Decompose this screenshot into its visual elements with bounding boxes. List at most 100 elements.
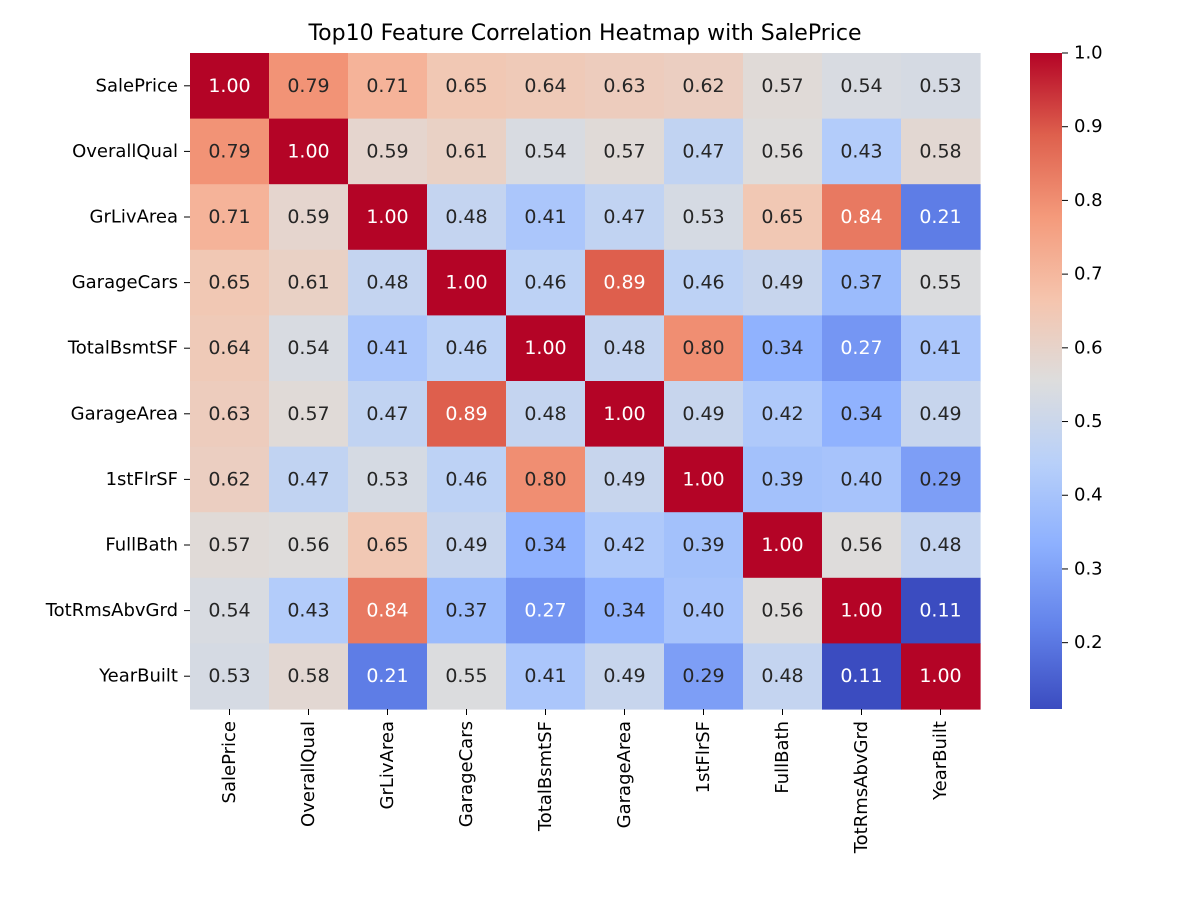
- cell-value-label: 1.00: [445, 272, 487, 294]
- cell-value-label: 0.71: [208, 206, 250, 228]
- cell-value-label: 0.64: [524, 75, 566, 97]
- cell-value-label: 0.41: [524, 665, 566, 687]
- heatmap-cell: [585, 53, 665, 120]
- x-tick-label: TotalBsmtSF: [535, 721, 556, 832]
- cell-value-label: 0.61: [445, 140, 487, 162]
- heatmap-cell: [901, 446, 981, 513]
- cell-value-label: 0.11: [840, 665, 882, 687]
- heatmap-cell: [585, 315, 665, 382]
- heatmap-cell: [822, 577, 902, 644]
- x-tick-label: GrLivArea: [377, 721, 398, 809]
- heatmap-cell: [427, 184, 507, 251]
- heatmap-cell: [822, 249, 902, 316]
- cell-value-label: 0.27: [524, 600, 566, 622]
- heatmap-cell: [190, 643, 270, 710]
- heatmap-cell: [664, 118, 744, 185]
- cell-value-label: 0.54: [287, 337, 329, 359]
- heatmap-cell: [190, 315, 270, 382]
- heatmap-cell: [427, 512, 507, 579]
- heatmap-cell: [269, 249, 349, 316]
- cell-value-label: 0.46: [524, 272, 566, 294]
- heatmap-cell: [269, 643, 349, 710]
- heatmap-cell: [190, 381, 270, 448]
- colorbar-tick-label: 0.4: [1074, 485, 1103, 506]
- heatmap-cell: [743, 446, 823, 513]
- heatmap-cell: [901, 315, 981, 382]
- cell-value-label: 0.37: [840, 272, 882, 294]
- cell-value-label: 0.65: [761, 206, 803, 228]
- y-tick-label: FullBath: [105, 535, 178, 556]
- cell-value-label: 0.40: [682, 600, 724, 622]
- cell-value-label: 0.47: [682, 140, 724, 162]
- colorbar-tick-label: 0.9: [1074, 116, 1103, 137]
- cell-value-label: 0.11: [919, 600, 961, 622]
- chart-title: Top10 Feature Correlation Heatmap with S…: [307, 21, 861, 46]
- heatmap-cell: [743, 643, 823, 710]
- cell-value-label: 0.80: [524, 468, 566, 490]
- heatmap-cell: [348, 643, 428, 710]
- cell-value-label: 0.84: [840, 206, 882, 228]
- cell-value-label: 0.63: [208, 403, 250, 425]
- cell-value-label: 0.21: [919, 206, 961, 228]
- cell-value-label: 0.47: [603, 206, 645, 228]
- cell-value-label: 0.79: [208, 140, 250, 162]
- cell-value-label: 0.29: [919, 468, 961, 490]
- cell-value-label: 0.48: [445, 206, 487, 228]
- cell-value-label: 0.57: [287, 403, 329, 425]
- y-tick-label: 1stFlrSF: [106, 469, 178, 490]
- cell-value-label: 0.57: [208, 534, 250, 556]
- heatmap-cell: [822, 118, 902, 185]
- colorbar-ticks: 0.2 0.3 0.4 0.5 0.6 0.7 0.8 0.9 1.0: [1062, 43, 1103, 653]
- heatmap-cell: [664, 184, 744, 251]
- x-axis: SalePrice OverallQual GrLivArea GarageCars T…: [219, 709, 951, 854]
- heatmap-cell: [190, 249, 270, 316]
- y-tick-label: SalePrice: [96, 75, 178, 96]
- colorbar: [1030, 53, 1062, 709]
- heatmap-cell: [269, 577, 349, 644]
- cell-value-label: 0.59: [366, 140, 408, 162]
- cell-value-label: 0.53: [682, 206, 724, 228]
- cell-value-label: 0.49: [603, 665, 645, 687]
- cell-value-label: 0.48: [919, 534, 961, 556]
- cell-value-label: 0.40: [840, 468, 882, 490]
- cell-value-label: 0.55: [445, 665, 487, 687]
- heatmap-cell: [901, 512, 981, 579]
- colorbar-tick-label: 1.0: [1074, 43, 1103, 64]
- heatmap-cell: [822, 53, 902, 120]
- x-tick-label: TotRmsAbvGrd: [851, 721, 872, 854]
- heatmap-cell: [506, 315, 586, 382]
- heatmap-cell: [901, 381, 981, 448]
- cell-value-label: 0.34: [761, 337, 803, 359]
- cell-value-label: 0.49: [445, 534, 487, 556]
- heatmap-cell: [585, 512, 665, 579]
- colorbar-tick-label: 0.8: [1074, 190, 1103, 211]
- cell-value-label: 0.64: [208, 337, 250, 359]
- cell-value-label: 0.80: [682, 337, 724, 359]
- cell-value-label: 0.56: [761, 600, 803, 622]
- cell-value-label: 0.65: [445, 75, 487, 97]
- cell-value-label: 0.62: [208, 468, 250, 490]
- cell-value-label: 0.56: [287, 534, 329, 556]
- colorbar-tick-label: 0.7: [1074, 264, 1103, 285]
- x-tick-label: YearBuilt: [930, 721, 951, 801]
- cell-value-label: 0.54: [840, 75, 882, 97]
- colorbar-gradient: [1030, 53, 1062, 709]
- cell-value-label: 0.61: [287, 272, 329, 294]
- heatmap-cell: [348, 184, 428, 251]
- heatmap-cell: [506, 184, 586, 251]
- y-axis: SalePrice OverallQual GrLivArea GarageCars T…: [45, 75, 190, 687]
- cell-value-label: 0.56: [761, 140, 803, 162]
- cell-value-label: 0.42: [603, 534, 645, 556]
- heatmap-cell: [269, 53, 349, 120]
- heatmap-cell: [743, 184, 823, 251]
- x-tick-label: OverallQual: [298, 721, 319, 827]
- heatmap-cell: [348, 53, 428, 120]
- cell-value-label: 0.65: [208, 272, 250, 294]
- cell-value-label: 0.27: [840, 337, 882, 359]
- y-tick-label: YearBuilt: [98, 666, 178, 687]
- y-tick-label: TotalBsmtSF: [67, 338, 178, 359]
- heatmap-cell: [190, 446, 270, 513]
- heatmap-cell: [269, 512, 349, 579]
- heatmap-cell: [901, 184, 981, 251]
- cell-value-label: 0.53: [366, 468, 408, 490]
